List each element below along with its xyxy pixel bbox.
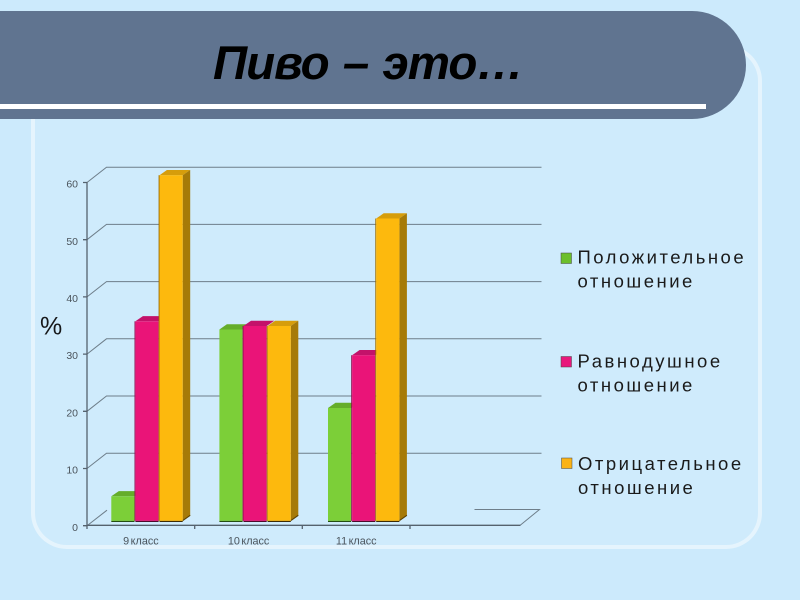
svg-text:0: 0	[72, 522, 78, 534]
svg-text:отношение: отношение	[578, 271, 695, 292]
svg-text:30: 30	[66, 350, 78, 362]
svg-text:Равнодушное: Равнодушное	[578, 351, 723, 372]
svg-text:10 класс: 10 класс	[228, 536, 270, 548]
svg-text:отношение: отношение	[578, 477, 695, 498]
svg-text:%: %	[40, 313, 62, 341]
svg-text:50: 50	[66, 236, 78, 248]
svg-text:20: 20	[66, 407, 78, 419]
svg-text:60: 60	[66, 179, 78, 191]
svg-text:11 класс: 11 класс	[336, 536, 377, 548]
svg-text:40: 40	[66, 293, 78, 305]
svg-text:отношение: отношение	[578, 375, 695, 396]
svg-text:Положительное: Положительное	[578, 247, 747, 268]
svg-text:10: 10	[66, 465, 78, 477]
svg-text:Отрицательное: Отрицательное	[578, 453, 744, 474]
svg-text:9 класс: 9 класс	[123, 536, 159, 548]
